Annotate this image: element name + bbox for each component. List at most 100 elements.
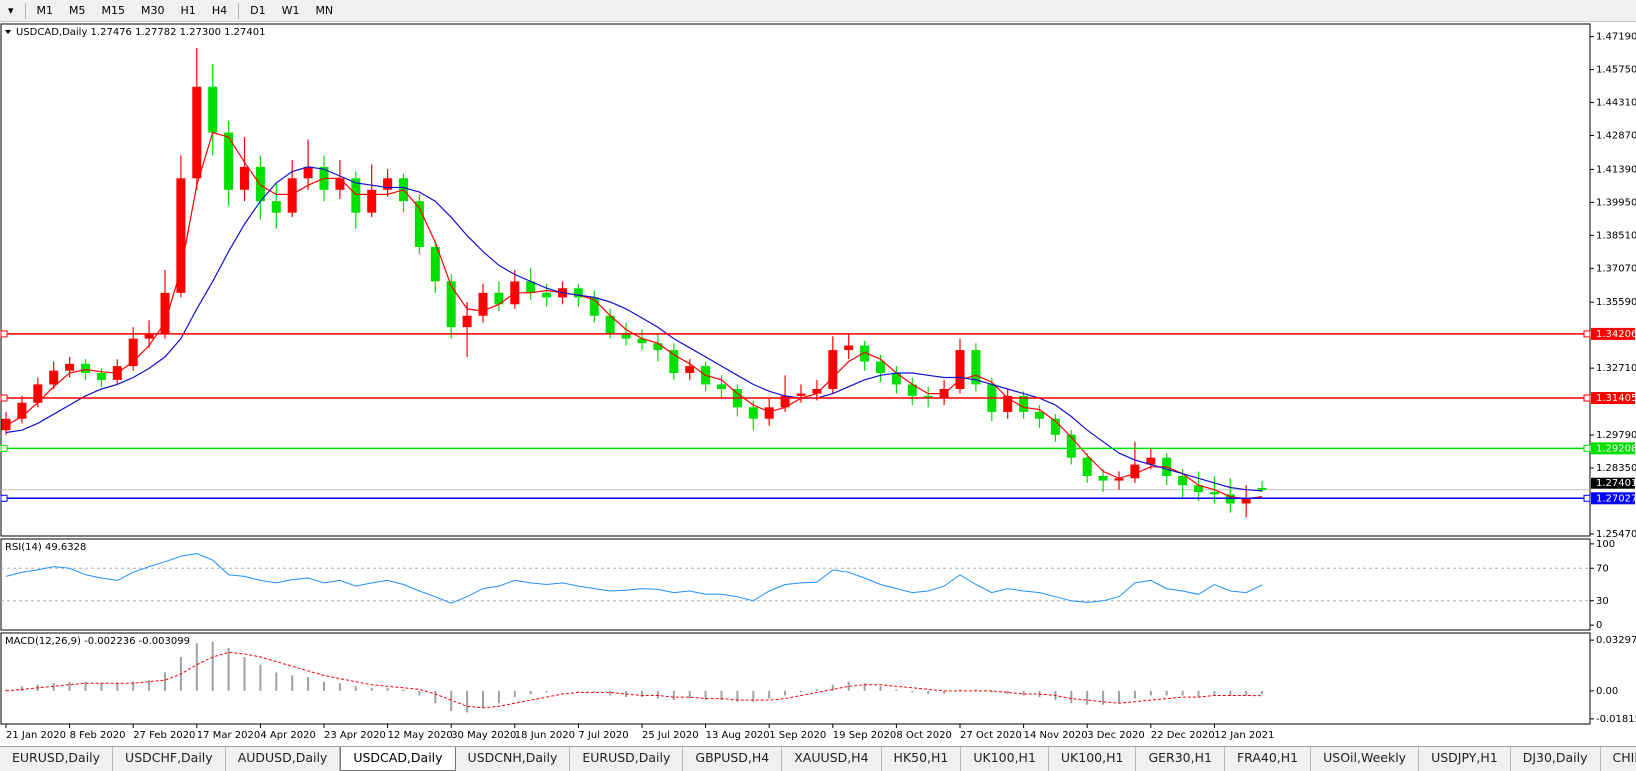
level-handle [0,494,8,502]
x-tick-label: 8 Feb 2020 [70,730,126,741]
macd-bar [529,690,532,694]
timeframe-button[interactable]: W1 [281,4,300,17]
candle-body [176,178,186,293]
level-handle [0,444,8,452]
candle-body [748,407,758,419]
macd-bar [323,681,325,691]
moving-average [5,166,1263,492]
macd-bar [1133,690,1136,699]
macd-bar [641,690,643,698]
candle-body [891,372,901,385]
candle-body [1,418,11,431]
candle-body [271,201,281,213]
macd-bar [450,690,453,711]
macd-bar [52,683,55,691]
candle-body [844,345,854,351]
candle-body [637,338,647,344]
chart-tab[interactable]: USOil,Weekly [1311,747,1420,771]
macd-bar [482,690,484,708]
level-label-box [1591,492,1635,505]
separator [24,2,26,19]
rsi-label: RSI(14) 49.6328 [5,542,86,553]
macd-bar [704,690,707,701]
macd-signal [5,651,1263,709]
chart-tab[interactable]: EURUSD,Daily [570,747,684,771]
timeframe-button[interactable]: H1 [180,4,196,17]
macd-bar [116,683,119,691]
macd-bar [1245,690,1248,696]
candle-body [367,189,377,213]
chart-tab[interactable]: XAUUSD,H4 [782,747,882,771]
x-tick-label: 12 Jan 2021 [1214,730,1274,741]
chart-tab[interactable]: USDCAD,Daily [340,747,456,771]
macd-bar [243,657,246,691]
chart-tab[interactable]: HK50,H1 [882,747,962,771]
candle-body [1257,488,1267,490]
chart-tab[interactable]: EURUSD,Daily [0,747,114,771]
macd-bar [847,681,850,691]
panel-frame [0,538,1591,631]
timeframe-button[interactable]: M30 [141,4,165,17]
macd-bar [5,689,7,691]
level-handle [1583,494,1591,502]
chart-tab[interactable]: UK100,H1 [961,747,1049,771]
timeframe-button[interactable]: H4 [211,4,228,17]
macd-bar [195,643,198,691]
candle-body [81,363,90,373]
macd-bar [227,647,230,691]
chart-tab[interactable]: USDJPY,H1 [1419,747,1511,771]
candle-body [1082,457,1092,477]
candle-body [478,292,488,316]
candle-body [971,350,981,385]
candle-body [1114,478,1124,481]
current-price-label: 1.27401 [1596,478,1636,489]
timeframe-button[interactable]: M5 [69,4,86,17]
macd-bar [943,690,946,694]
chart: 1.47190 1.45750 1.44310 1.42870 1.41390 1.399… [0,23,1636,741]
candle-body [1098,476,1108,481]
chart-tab[interactable]: UK100,H1 [1049,747,1137,771]
chart-tab[interactable]: DJ30,Daily [1511,747,1601,771]
chart-tab[interactable]: CHINA300,H1 [1601,747,1636,771]
timeframe-button[interactable]: MN [315,4,334,17]
candle-body [653,343,663,351]
macd-bar [784,690,787,696]
macd-bar [672,690,675,701]
candle-body [796,393,806,396]
candle-body [33,384,43,403]
chart-header: USDCAD,Daily 1.27476 1.27782 1.27300 1.2… [16,27,266,38]
timeframe-button[interactable]: M1 [36,4,54,17]
x-tick-label: 3 Dec 2020 [1087,730,1145,741]
x-tick-label: 14 Nov 2020 [1024,730,1088,741]
price-tick-label: 1.44310 [1596,98,1636,109]
macd-bar [1165,690,1168,696]
x-tick-label: 12 May 2020 [388,730,453,741]
toolbar-icon[interactable]: ▾ [8,4,14,17]
timeframe-button[interactable]: D1 [250,4,266,17]
macd-bar [386,687,389,691]
level-handle [1583,330,1591,338]
candle-body [446,281,456,328]
macd-bar [211,641,214,691]
chart-tab[interactable]: USDCNH,Daily [456,747,571,771]
candle-body [494,292,504,305]
macd-bar [84,681,87,691]
x-tick-label: 25 Jul 2020 [642,730,699,741]
candle-body [860,345,870,362]
timeframe-button[interactable]: M15 [101,4,126,17]
macd-bar [1006,690,1009,694]
chart-tab[interactable]: GBPUSD,H4 [683,747,783,771]
chart-tab[interactable]: GER30,H1 [1136,747,1225,771]
macd-bar [545,690,548,693]
x-tick-label: 23 Apr 2020 [324,730,386,741]
chart-tab[interactable]: USDCHF,Daily [113,747,226,771]
chart-tab[interactable]: AUDUSD,Daily [226,747,341,771]
rsi-tick-label: 100 [1596,539,1615,550]
macd-bar [148,680,151,691]
chart-tab[interactable]: FRA40,H1 [1225,747,1312,771]
panel-frame [0,632,1591,725]
macd-label: MACD(12,26,9) -0.002236 -0.003099 [5,636,190,647]
candle-body [240,166,249,190]
price-tick-label: 1.39950 [1596,197,1636,208]
price-tick-label: 1.25470 [1596,529,1636,540]
